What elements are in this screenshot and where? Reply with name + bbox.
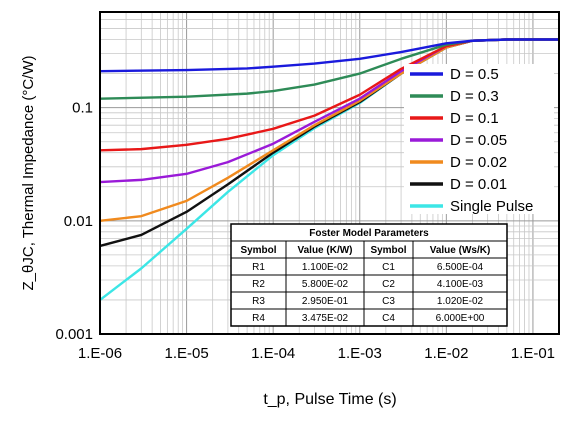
table-cell: 6.000E+00: [436, 313, 485, 324]
y-axis-label: Z_θJC, Thermal Impedance (°C/W): [20, 56, 37, 291]
table-cell: R4: [252, 313, 265, 324]
plot-frame: [99, 11, 560, 335]
series-line-d-0-5: [99, 38, 559, 73]
y-tick-labels: 0.001 0.01 0.1: [55, 100, 93, 343]
table-cell: C1: [382, 262, 395, 273]
x-tick-label: 1.E-06: [78, 345, 122, 362]
legend-label: D = 0.05: [450, 132, 507, 149]
x-axis-label: t_p, Pulse Time (s): [263, 391, 396, 408]
legend-label: D = 0.5: [450, 66, 499, 83]
legend-label: D = 0.3: [450, 88, 499, 105]
table-cell: 5.800E-02: [302, 279, 349, 290]
legend-label: Single Pulse: [450, 198, 533, 215]
x-tick-label: 1.E-04: [251, 345, 295, 362]
legend-label: D = 0.1: [450, 110, 499, 127]
table-header-cell: Symbol: [240, 245, 276, 256]
series-lines: [99, 38, 559, 301]
table-header-cell: Value (K/W): [297, 245, 352, 256]
table-cell: R2: [252, 279, 265, 290]
x-tick-label: 1.E-03: [338, 345, 382, 362]
y-tick-label: 0.1: [72, 100, 93, 117]
table-cell: 3.475E-02: [302, 313, 349, 324]
table-header-cell: Symbol: [370, 245, 406, 256]
x-tick-label: 1.E-01: [511, 345, 555, 362]
table-cell: 1.020E-02: [437, 296, 484, 307]
x-tick-labels: 1.E-06 1.E-05 1.E-04 1.E-03 1.E-02 1.E-01: [78, 345, 555, 362]
table-cell: 2.950E-01: [302, 296, 349, 307]
legend: D = 0.5 D = 0.3 D = 0.1 D = 0.05 D = 0.02 D =…: [404, 64, 554, 215]
table-cell: 4.100E-03: [437, 279, 484, 290]
table-cell: R1: [252, 262, 265, 273]
x-tick-label: 1.E-02: [424, 345, 468, 362]
foster-table: Foster Model Parameters Symbol Value (K/W)…: [230, 223, 508, 327]
legend-label: D = 0.02: [450, 154, 507, 171]
table-cell: C4: [382, 313, 395, 324]
table-cell: C3: [382, 296, 395, 307]
x-tick-label: 1.E-05: [164, 345, 208, 362]
y-tick-label: 0.01: [64, 213, 93, 230]
table-cell: C2: [382, 279, 395, 290]
legend-label: D = 0.01: [450, 176, 507, 193]
y-tick-label: 0.001: [55, 326, 93, 343]
table-title: Foster Model Parameters: [309, 228, 429, 239]
table-cell: 6.500E-04: [437, 262, 484, 273]
table-header-cell: Value (Ws/K): [430, 245, 491, 256]
table-cell: 1.100E-02: [302, 262, 349, 273]
table-cell: R3: [252, 296, 265, 307]
